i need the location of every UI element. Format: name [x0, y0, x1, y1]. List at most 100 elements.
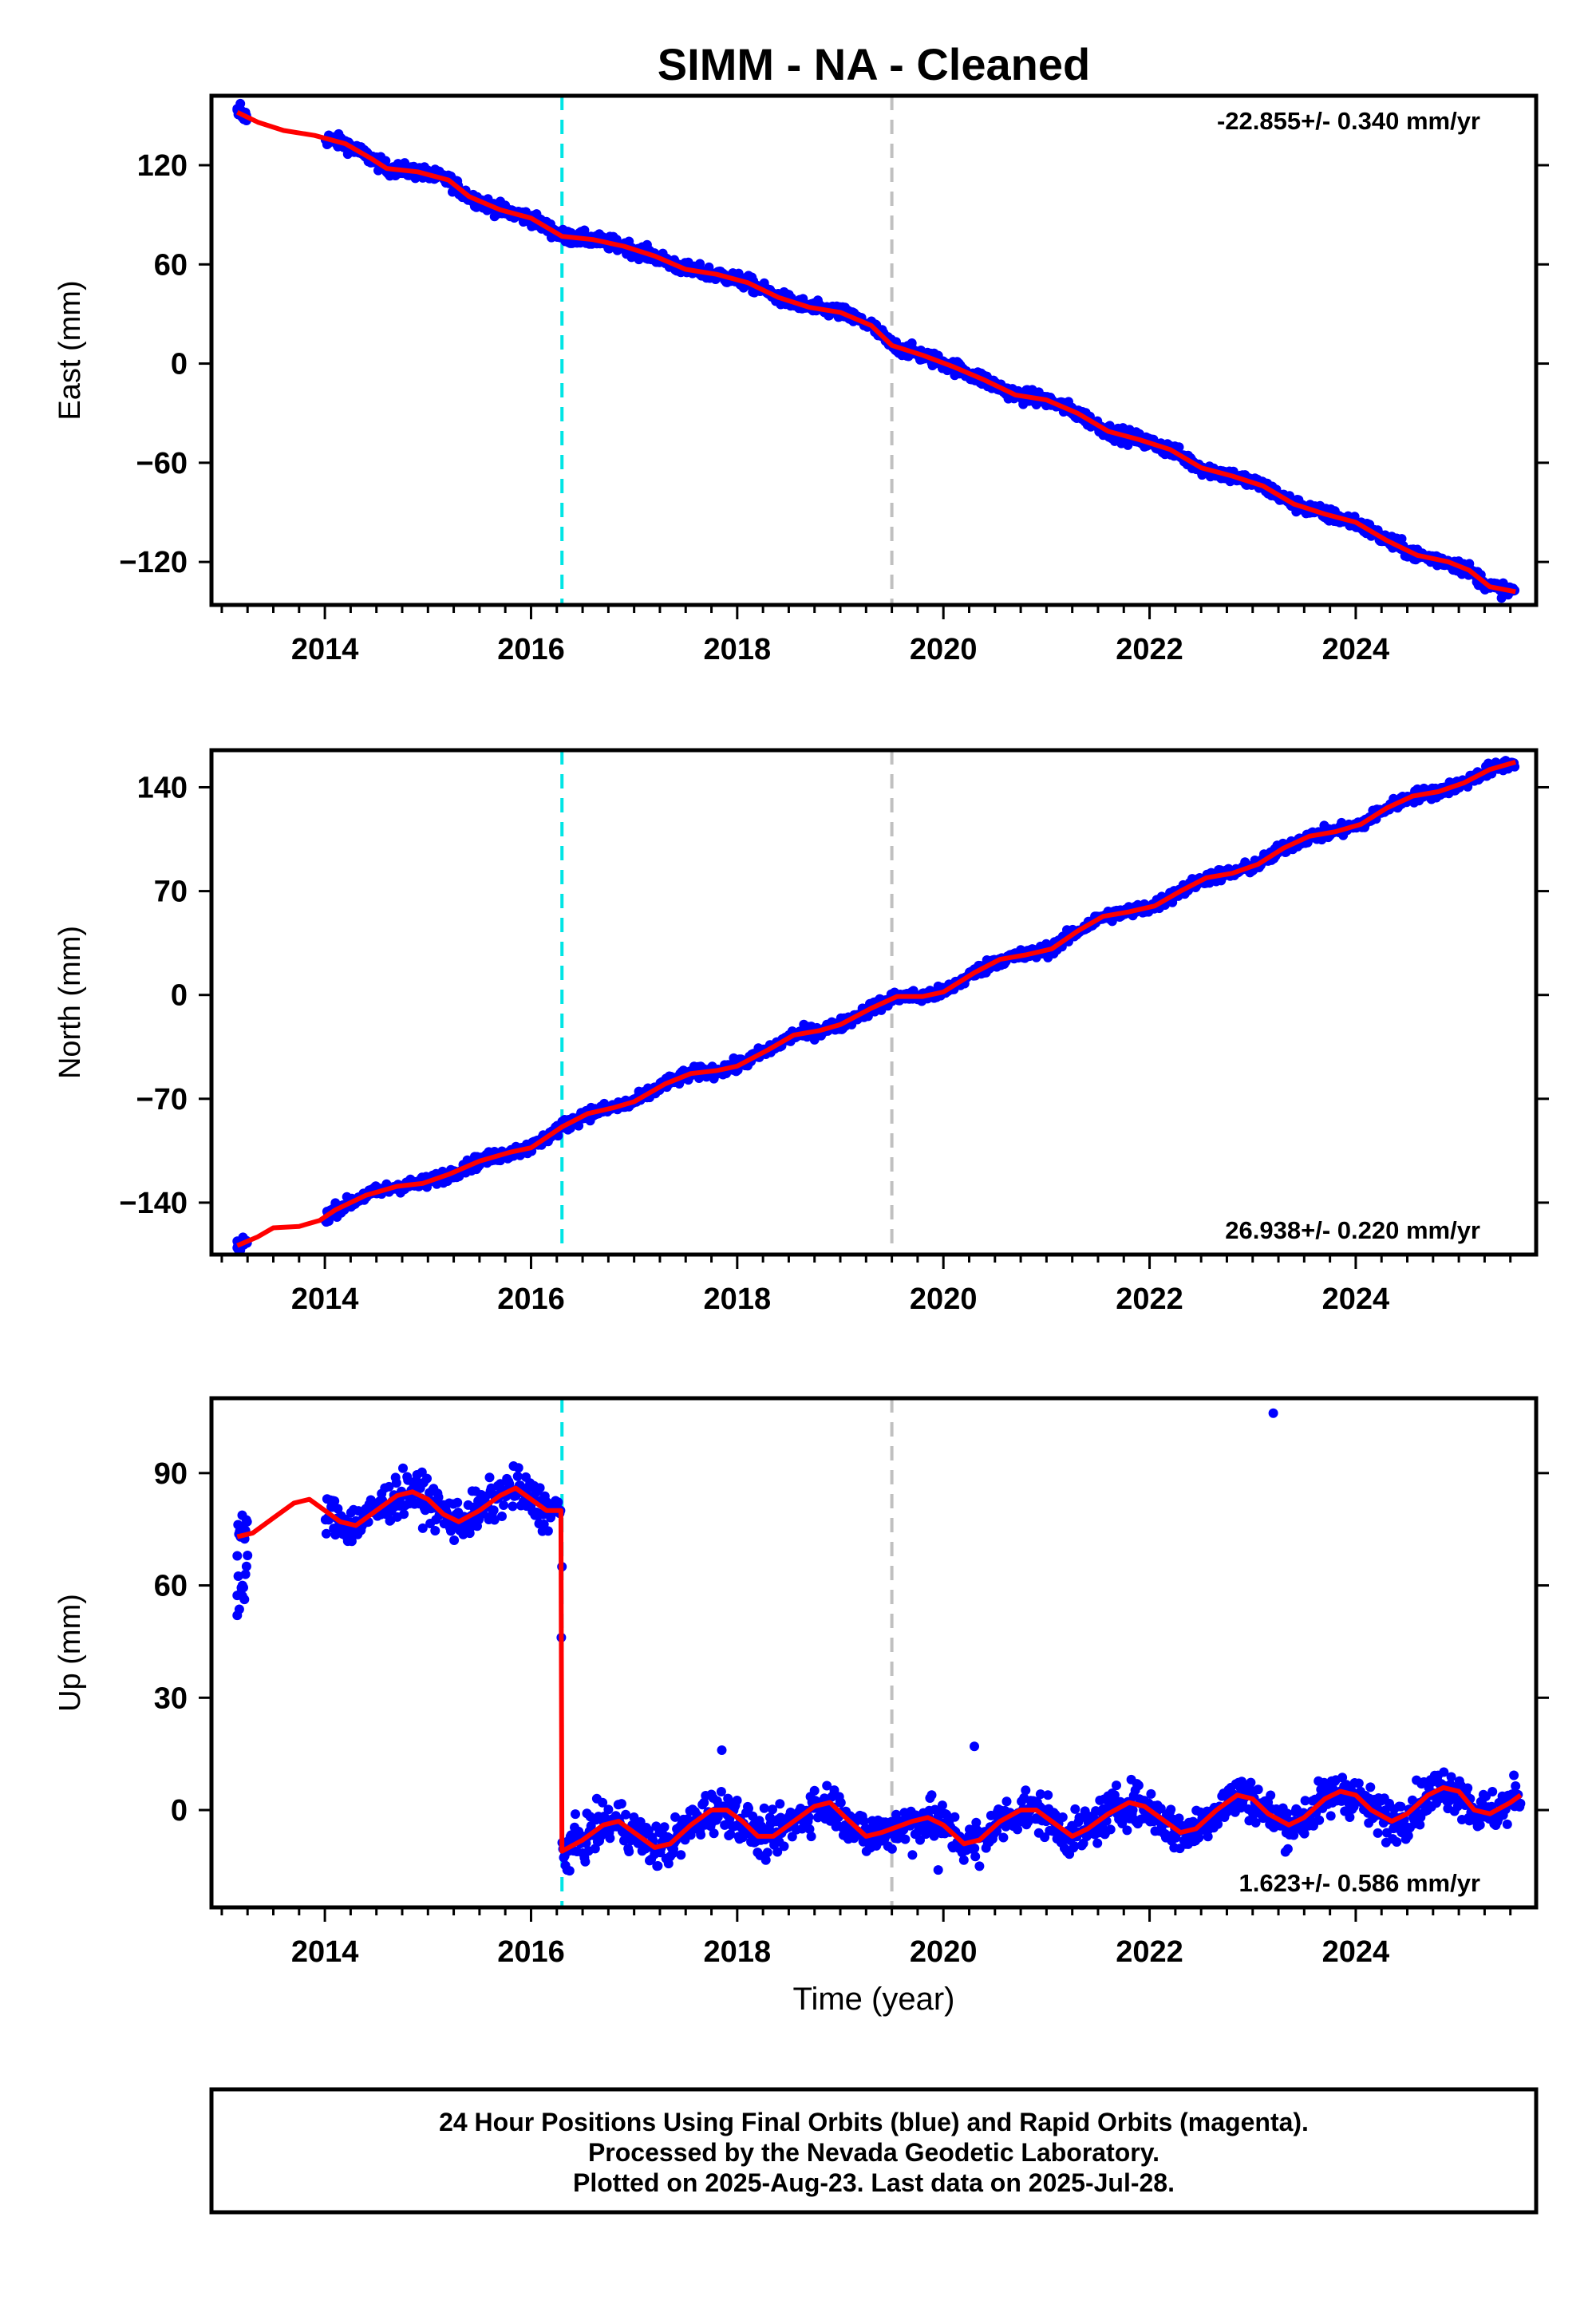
up-point	[926, 1790, 937, 1800]
up-point	[775, 1799, 785, 1809]
north-y-axis-label: North (mm)	[53, 926, 87, 1079]
up-point	[489, 1515, 500, 1525]
up-point	[384, 1481, 394, 1492]
up-point	[1415, 1820, 1425, 1830]
up-point	[1487, 1787, 1498, 1796]
up-point	[1515, 1798, 1526, 1808]
up-point	[1396, 1801, 1406, 1812]
north-rate-label: 26.938+/- 0.220 mm/yr	[1225, 1216, 1480, 1244]
up-outlier-point	[970, 1741, 979, 1752]
up-point	[1253, 1784, 1263, 1795]
footer-line-3: Plotted on 2025-Aug-23. Last data on 202…	[573, 2168, 1175, 2197]
up-outlier-point	[232, 1611, 243, 1621]
up-point	[580, 1856, 591, 1867]
up-point	[499, 1500, 509, 1510]
up-point	[621, 1809, 631, 1820]
north-x-tick-label: 2024	[1322, 1282, 1390, 1316]
east-y-tick-label: −60	[136, 447, 188, 480]
up-point	[629, 1812, 639, 1822]
east-x-tick-label: 2016	[497, 633, 565, 666]
up-point	[535, 1483, 545, 1493]
up-point	[759, 1803, 769, 1813]
up-point	[1250, 1817, 1261, 1828]
east-panel: 2014 2016 2018 2020 2022 2024 120 60 0 −60 −120 Eas…	[53, 93, 1549, 666]
up-point	[1021, 1785, 1031, 1796]
up-point	[1511, 1781, 1521, 1791]
up-point	[571, 1809, 580, 1820]
up-x-tick-label: 2022	[1116, 1935, 1183, 1969]
up-point	[836, 1797, 846, 1808]
up-point	[417, 1523, 428, 1533]
up-point	[398, 1463, 408, 1473]
up-point	[346, 1536, 357, 1547]
east-x-tick-label: 2024	[1322, 633, 1390, 666]
north-x-tick-label: 2016	[497, 1282, 565, 1316]
up-point	[1502, 1819, 1512, 1829]
up-point	[732, 1796, 742, 1805]
up-point	[659, 1822, 670, 1832]
up-point	[1194, 1832, 1204, 1843]
up-point	[942, 1809, 952, 1820]
up-point	[239, 1595, 250, 1605]
up-point	[950, 1812, 960, 1822]
up-y-tick-label: 30	[154, 1682, 188, 1715]
up-point	[1353, 1778, 1364, 1788]
up-point	[452, 1497, 463, 1508]
up-point	[1112, 1780, 1121, 1791]
east-y-tick-label: 0	[171, 348, 188, 381]
up-outlier-point	[907, 1850, 918, 1860]
up-point	[422, 1473, 432, 1484]
up-point	[970, 1852, 981, 1862]
up-point	[1314, 1815, 1325, 1825]
up-point	[716, 1787, 726, 1796]
north-y-tick-label: 140	[137, 771, 188, 804]
up-point	[1035, 1789, 1045, 1800]
up-point	[496, 1479, 505, 1489]
up-point	[653, 1861, 663, 1871]
up-point	[1266, 1790, 1276, 1800]
up-point	[1403, 1831, 1413, 1841]
up-point	[543, 1526, 553, 1536]
up-point	[887, 1844, 897, 1854]
up-point	[1001, 1796, 1012, 1807]
footer-line-2: Processed by the Nevada Geodetic Laborat…	[588, 2138, 1159, 2167]
up-outlier-point	[717, 1745, 727, 1755]
up-point	[1246, 1777, 1256, 1788]
up-point	[709, 1828, 719, 1839]
up-point	[497, 1512, 507, 1521]
up-point	[1043, 1790, 1053, 1800]
up-point	[330, 1496, 340, 1506]
up-point	[1509, 1770, 1519, 1780]
east-y-tick-label: 120	[137, 149, 188, 183]
up-point	[624, 1847, 634, 1856]
north-y-tick-label: −140	[119, 1187, 188, 1220]
up-point	[804, 1824, 815, 1834]
up-point	[1463, 1783, 1473, 1793]
up-point	[1128, 1805, 1138, 1815]
up-point	[513, 1463, 523, 1473]
east-model-line	[236, 109, 1516, 595]
up-point	[806, 1832, 816, 1842]
north-y-tick-label: 0	[171, 979, 188, 1013]
north-plot-frame	[209, 748, 1539, 1257]
footer-box	[209, 2087, 1539, 2215]
east-y-tick-label: −120	[119, 546, 188, 579]
up-y-axis-label: Up (mm)	[53, 1594, 87, 1712]
up-panel: 2014 2016 2018 2020 2022 2024 90 60 30 0 Up (mm) 1.…	[53, 1396, 1549, 1969]
up-point	[433, 1492, 444, 1503]
up-point	[998, 1832, 1009, 1843]
up-y-tick-label: 90	[154, 1457, 188, 1491]
up-point	[1105, 1824, 1116, 1835]
north-model-line	[236, 760, 1517, 1248]
north-y-tick-label: −70	[136, 1083, 188, 1117]
up-x-tick-label: 2024	[1322, 1935, 1390, 1969]
up-point	[958, 1855, 969, 1865]
up-point	[241, 1561, 251, 1571]
east-y-axis-label: East (mm)	[53, 280, 87, 420]
up-outlier-point	[933, 1865, 943, 1875]
up-point	[1282, 1808, 1292, 1819]
up-point	[787, 1832, 797, 1842]
up-x-tick-label: 2020	[910, 1935, 978, 1969]
up-outlier-point	[243, 1551, 253, 1560]
